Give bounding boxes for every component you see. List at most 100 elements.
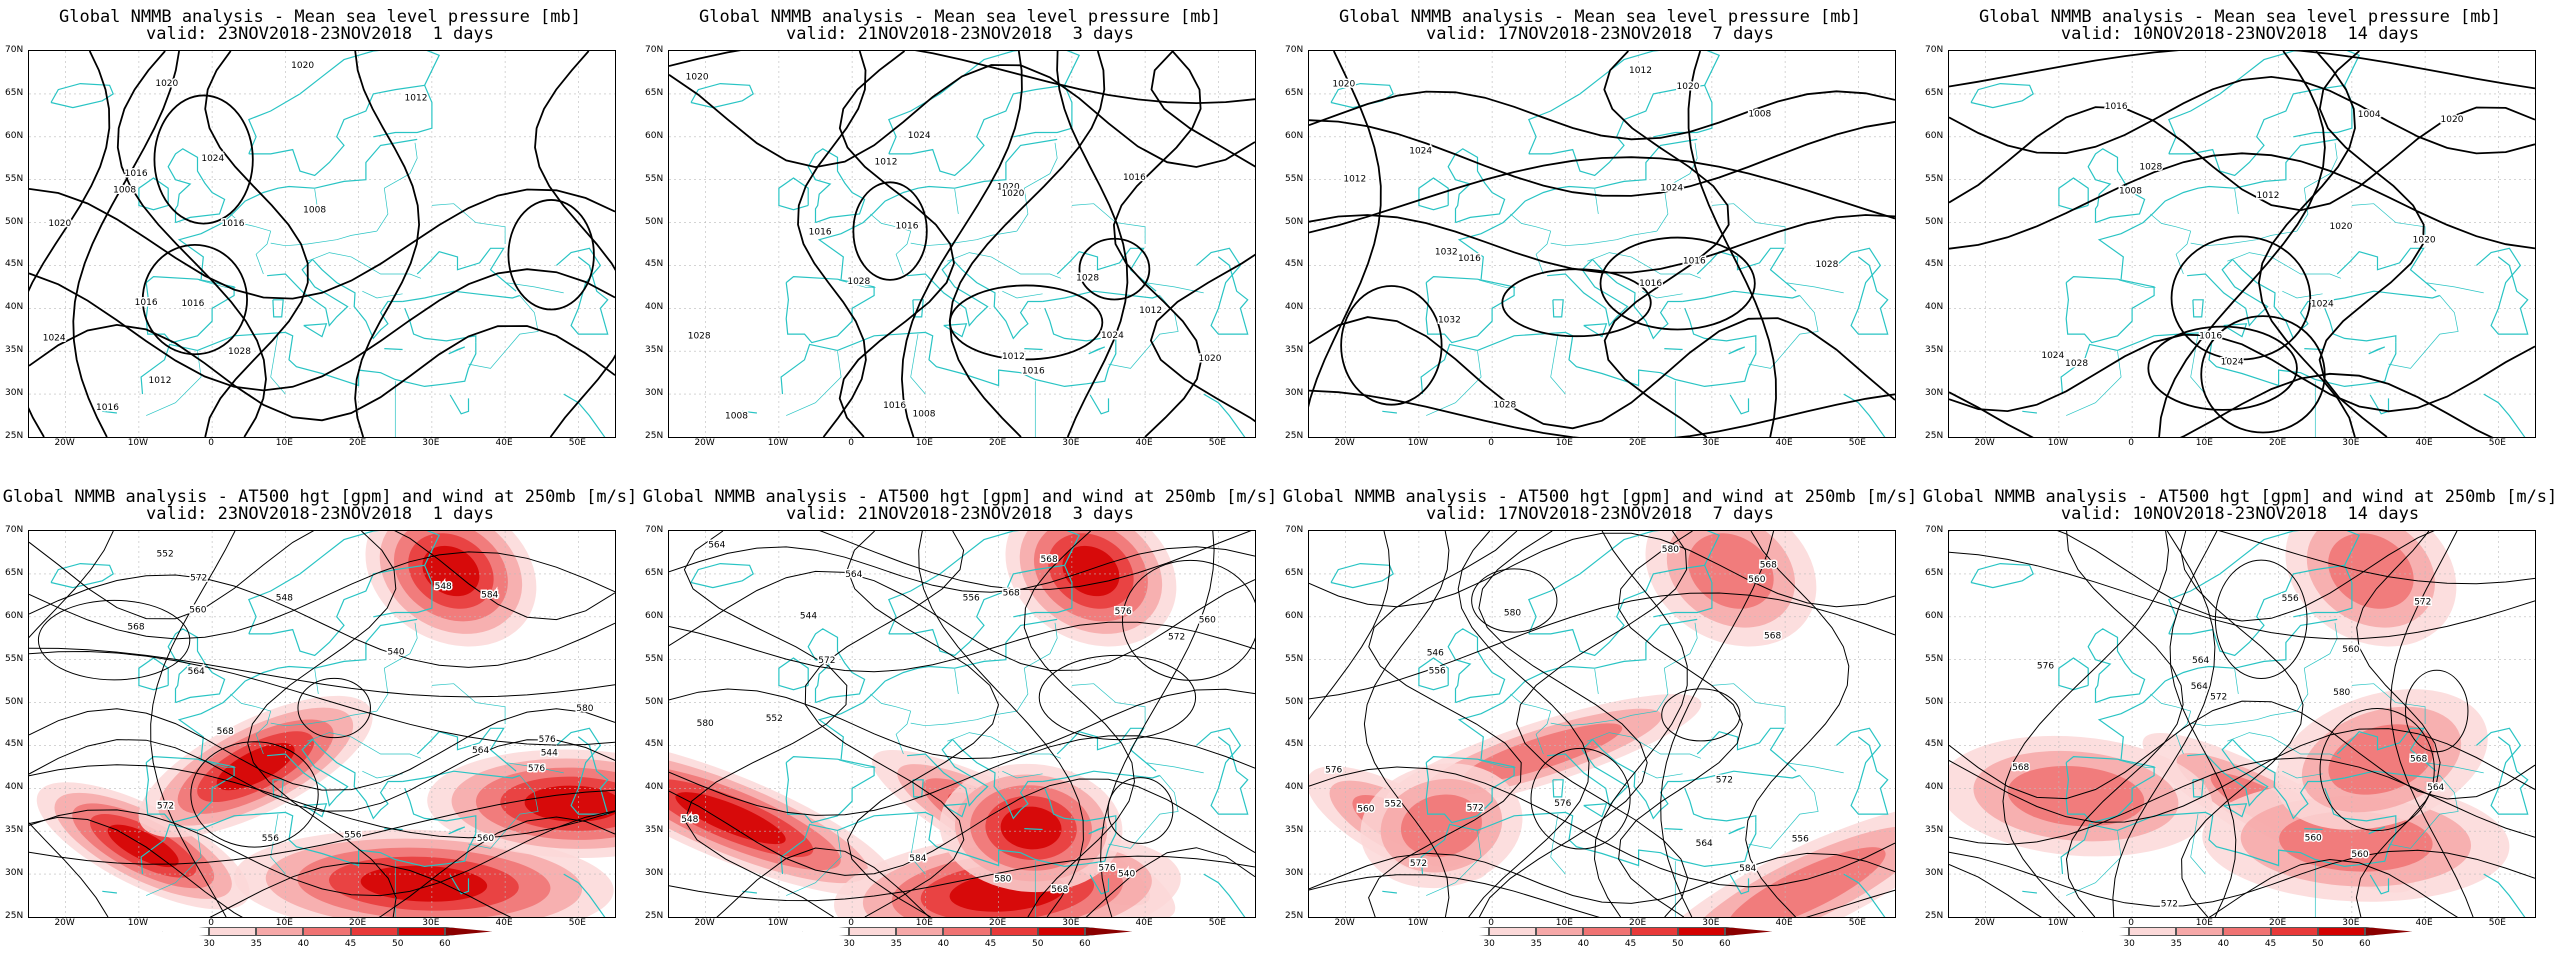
contour-label: 552 [1385,800,1402,810]
wind-speed-colorbar: 30 35 40 45 50 60 [802,925,1132,955]
latitude-label: 45N [1285,739,1304,750]
map-area: 1028 1024 1028 1020 1012 1008 1008 1012 1016 1012… [668,50,1256,438]
latitude-label: 40N [645,302,664,313]
latitude-label: 40N [1925,782,1944,793]
map-area: 560 564 568 572 556 560 564 568 572 576 580 564 572 5… [1948,530,2536,918]
contour-label: 1008 [913,410,936,420]
colorbar-swatch [1536,927,1584,936]
longitude-label: 0 [1488,438,1494,448]
latitude-label: 65N [1285,567,1304,578]
colorbar-tick-label: 45 [2264,939,2277,949]
longitude-label: 10E [1555,438,1573,448]
colorbar-swatch [1724,927,1772,936]
longitude-label: 0 [2128,918,2134,928]
colorbar-tick-label: 35 [250,939,263,949]
longitude-label: 10W [1407,918,1429,928]
latitude-label: 25N [645,431,664,441]
contour-label: 564 [845,570,862,580]
contour-label: 560 [2342,645,2359,655]
longitude-label: 20E [1629,918,1647,928]
longitude-label: 20E [2269,918,2287,928]
contour-label: 568 [1760,561,1777,571]
contour-label: 1020 [2413,236,2436,246]
colorbar-tick-label: 60 [2359,939,2371,949]
latitude-label: 70N [645,45,664,55]
contour-label: 584 [1739,864,1756,874]
contour-label: 564 [2192,656,2209,666]
colorbar-tick-label: 40 [937,939,950,949]
latitude-label: 60N [1925,610,1944,621]
z500-panel: Global NMMB analysis - AT500 hgt [gpm] a… [1280,480,1920,960]
latitude-label: 65N [1925,567,1944,578]
contour-label: 1016 [181,299,204,309]
colorbar-tick-label: 50 [1031,939,1044,949]
contour-label: 564 [1696,839,1713,849]
contour-label: 1024 [908,131,931,141]
contour-label: 568 [2012,763,2029,773]
latitude-label: 35N [5,345,24,356]
longitude-label: 20E [349,918,367,928]
contour-label: 1008 [303,205,326,215]
longitude-label: 10W [767,438,789,448]
longitude-label: 30E [2342,918,2360,928]
contour-label: 556 [1429,667,1446,677]
contour-label: 548 [681,815,698,825]
longitude-label: 10E [915,918,933,928]
contour-label: 576 [1115,607,1132,617]
contour-label: 568 [1041,555,1058,565]
longitude-label: 0 [1488,918,1494,928]
contour-label: 1020 [291,61,314,71]
contour-label: 1020 [1199,354,1222,364]
contour-label: 1028 [688,332,711,342]
longitude-label: 30E [1062,918,1080,928]
latitude-label: 45N [5,739,24,750]
contour-label: 1024 [43,334,66,344]
longitude-label: 10E [1555,918,1573,928]
longitude-label: 0 [208,918,214,928]
latitude-label: 30N [645,868,664,879]
latitude-label: 25N [1285,911,1304,921]
longitude-label: 10W [1407,438,1429,448]
contour-label: 1028 [1076,274,1099,284]
longitude-label: 20E [349,438,367,448]
latitude-label: 70N [1925,45,1944,55]
longitude-label: 40E [2415,438,2433,448]
longitude-label: 40E [2415,918,2433,928]
latitude-label: 70N [645,525,664,535]
contour-label: 1004 [2358,110,2381,120]
contour-label: 1016 [2105,102,2128,112]
contour-label: 1020 [155,79,178,89]
longitude-label: 30E [1702,438,1720,448]
colorbar-swatch [990,927,1038,936]
longitude-label: 10W [127,438,149,448]
longitude-label: 20W [54,918,75,928]
latitude-label: 45N [1925,259,1944,270]
longitude-label: 20W [54,438,75,448]
latitude-label: 40N [5,782,24,793]
latitude-label: 50N [5,696,24,707]
colorbar-swatch [2270,927,2318,936]
longitude-label: 20W [694,918,715,928]
latitude-label: 45N [645,739,664,750]
contour-label: 1024 [1101,331,1124,341]
contour-label: 556 [963,594,980,604]
contour-label: 568 [217,727,234,737]
colorbar-swatch [2364,927,2412,936]
latitude-label: 50N [1285,216,1304,227]
contour-label: 580 [1662,545,1679,555]
longitude-label: 40E [1775,918,1793,928]
latitude-label: 60N [645,130,664,141]
latitude-label: 65N [1925,87,1944,98]
longitude-label: 40E [1135,918,1153,928]
colorbar-tick-label: 50 [1671,939,1684,949]
contour-label: 540 [387,648,404,658]
longitude-label: 50E [1208,918,1226,928]
panel-title: Global NMMB analysis - Mean sea level pr… [1979,7,2501,27]
contour-label: 544 [800,611,817,621]
longitude-label: 40E [495,438,513,448]
contour-label: 572 [2210,692,2227,702]
longitude-label: 10W [127,918,149,928]
contour-label: 564 [472,746,489,756]
wind-speed-colorbar: 30 35 40 45 50 60 [1442,925,1772,955]
longitude-label: 10E [2195,438,2213,448]
